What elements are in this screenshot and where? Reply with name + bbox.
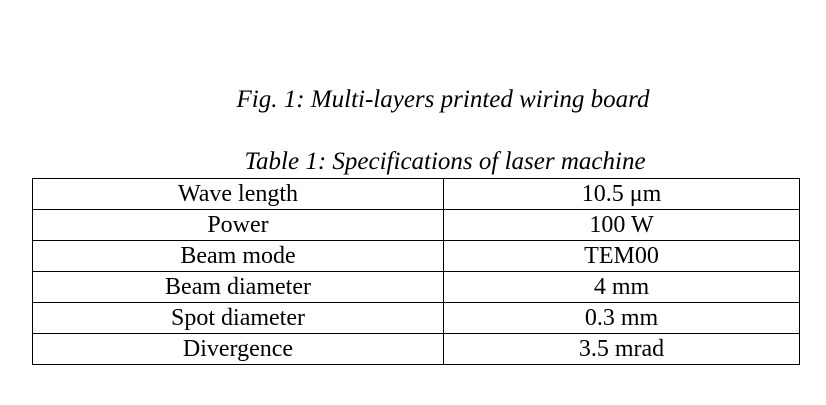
table-row: Wave length 10.5 μm bbox=[32, 178, 800, 210]
table-row: Beam diameter 4 mm bbox=[32, 271, 800, 303]
value-cell: TEM00 bbox=[443, 240, 800, 272]
parameter-cell: Wave length bbox=[32, 178, 444, 210]
table-row: Spot diameter 0.3 mm bbox=[32, 302, 800, 334]
parameter-cell: Divergence bbox=[32, 333, 444, 365]
parameter-cell: Power bbox=[32, 209, 444, 241]
value-cell: 3.5 mrad bbox=[443, 333, 800, 365]
parameter-cell: Beam mode bbox=[32, 240, 444, 272]
table-row: Power 100 W bbox=[32, 209, 800, 241]
value-cell: 0.3 mm bbox=[443, 302, 800, 334]
table-caption: Table 1: Specifications of laser machine bbox=[244, 148, 646, 175]
value-cell: 4 mm bbox=[443, 271, 800, 303]
parameter-cell: Beam diameter bbox=[32, 271, 444, 303]
value-cell: 10.5 μm bbox=[443, 178, 800, 210]
figure-caption: Fig. 1: Multi-layers printed wiring boar… bbox=[236, 86, 650, 113]
parameter-cell: Spot diameter bbox=[32, 302, 444, 334]
table-row: Beam mode TEM00 bbox=[32, 240, 800, 272]
value-cell: 100 W bbox=[443, 209, 800, 241]
specifications-table: Wave length 10.5 μm Power 100 W Beam mod… bbox=[32, 178, 800, 365]
table-row: Divergence 3.5 mrad bbox=[32, 333, 800, 365]
